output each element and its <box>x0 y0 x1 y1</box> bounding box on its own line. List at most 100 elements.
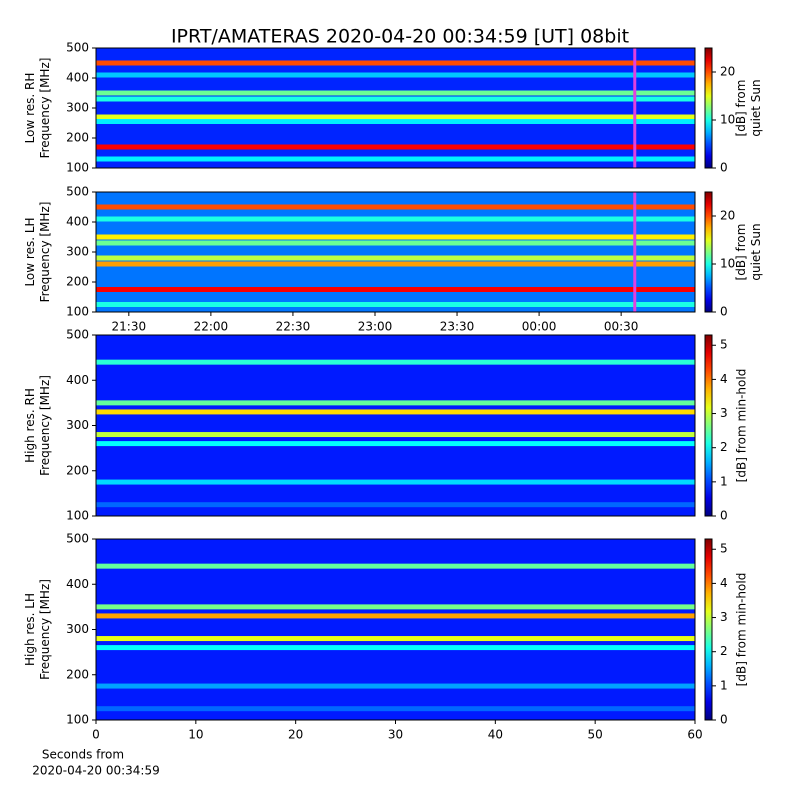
chart-title: IPRT/AMATERAS 2020-04-20 00:34:59 [UT] 0… <box>171 26 629 48</box>
emission-band <box>96 119 695 124</box>
y-tick-label: 100 <box>66 509 89 523</box>
colorbar-tick-label: 10 <box>720 113 735 127</box>
x-tick-label: 20 <box>288 728 303 742</box>
y-tick-label: 100 <box>66 161 89 175</box>
emission-band <box>96 563 695 569</box>
emission-band <box>96 359 695 365</box>
x-tick-label: 22:00 <box>194 320 229 334</box>
emission-band <box>96 636 695 642</box>
y-tick-label: 100 <box>66 305 89 319</box>
emission-band <box>96 441 695 447</box>
colorbar-tick-label: 5 <box>720 542 728 556</box>
emission-band <box>96 502 695 508</box>
emission-band <box>96 302 695 307</box>
colorbar-label: [dB] from <box>734 80 748 137</box>
y-tick-label: 500 <box>66 532 89 546</box>
colorbar <box>704 538 713 721</box>
x-tick-label: 0 <box>92 728 100 742</box>
y-tick-label: 500 <box>66 185 89 199</box>
y-axis-label: Frequency [MHz] <box>38 579 52 680</box>
colorbar-tick-label: 2 <box>720 440 728 454</box>
emission-band <box>96 706 695 712</box>
emission-band <box>96 479 695 485</box>
emission-band <box>96 90 695 96</box>
spectrogram-background <box>96 539 695 720</box>
y-tick-label: 400 <box>66 577 89 591</box>
colorbar-tick-label: 5 <box>720 338 728 352</box>
y-tick-label: 400 <box>66 71 89 85</box>
y-tick-label: 400 <box>66 373 89 387</box>
colorbar-tick-label: 1 <box>720 678 728 692</box>
spectrogram-background <box>96 335 695 516</box>
x-tick-label: 22:30 <box>276 320 311 334</box>
y-tick-label: 500 <box>66 41 89 55</box>
emission-band <box>96 60 695 66</box>
x-tick-label: 23:30 <box>440 320 475 334</box>
x-tick-label: 21:30 <box>112 320 147 334</box>
y-axis-label: High res. RH <box>23 388 37 463</box>
colorbar-tick-label: 4 <box>720 576 728 590</box>
emission-band <box>96 156 695 162</box>
x-axis-label: Seconds from <box>42 748 124 762</box>
x-tick-label: 40 <box>488 728 503 742</box>
y-tick-label: 500 <box>66 328 89 342</box>
colorbar-tick-label: 3 <box>720 610 728 624</box>
colorbar-tick-label: 10 <box>720 257 735 271</box>
colorbar-tick-label: 2 <box>720 644 728 658</box>
emission-band <box>96 409 695 415</box>
emission-band <box>96 432 695 438</box>
emission-band <box>96 216 695 222</box>
y-tick-label: 100 <box>66 713 89 727</box>
emission-band <box>96 114 695 120</box>
y-tick-label: 300 <box>66 418 89 432</box>
colorbar-tick-label: 4 <box>720 372 728 386</box>
x-tick-label: 10 <box>188 728 203 742</box>
y-tick-label: 200 <box>66 131 89 145</box>
y-axis-label: Frequency [MHz] <box>38 375 52 476</box>
emission-band <box>96 240 695 246</box>
y-tick-label: 200 <box>66 275 89 289</box>
y-tick-label: 300 <box>66 245 89 259</box>
colorbar-tick-label: 0 <box>720 305 728 319</box>
colorbar-label: [dB] from min-hold <box>735 369 749 483</box>
y-tick-label: 300 <box>66 101 89 115</box>
y-axis-label: Frequency [MHz] <box>38 202 52 303</box>
y-tick-label: 300 <box>66 622 89 636</box>
colorbar <box>704 191 713 313</box>
emission-band <box>96 613 695 619</box>
spectrogram-background <box>96 192 695 312</box>
x-tick-label: 00:00 <box>522 320 557 334</box>
colorbar-label: [dB] from min-hold <box>735 573 749 687</box>
emission-band <box>96 204 695 210</box>
x-tick-label: 30 <box>388 728 403 742</box>
emission-band <box>96 683 695 689</box>
emission-band <box>96 287 695 292</box>
spectrogram-background <box>96 48 695 168</box>
colorbar-tick-label: 20 <box>720 65 735 79</box>
emission-band <box>96 96 695 102</box>
x-tick-label: 50 <box>588 728 603 742</box>
colorbar <box>704 334 713 517</box>
colorbar-label: [dB] from <box>734 224 748 281</box>
colorbar-tick-label: 0 <box>720 509 728 523</box>
colorbar-tick-label: 0 <box>720 161 728 175</box>
emission-band <box>96 261 695 267</box>
emission-band <box>96 645 695 651</box>
colorbar-tick-label: 20 <box>720 209 735 223</box>
y-tick-label: 200 <box>66 463 89 477</box>
emission-band <box>96 72 695 78</box>
emission-band <box>96 604 695 610</box>
colorbar <box>704 47 713 169</box>
y-axis-label: Frequency [MHz] <box>38 58 52 159</box>
emission-band <box>96 144 695 150</box>
colorbar-label: quiet Sun <box>749 79 763 136</box>
colorbar-tick-label: 3 <box>720 406 728 420</box>
y-axis-label: Low res. LH <box>23 217 37 286</box>
x-tick-label: 23:00 <box>358 320 393 334</box>
emission-band <box>96 255 695 261</box>
emission-band <box>96 234 695 240</box>
y-axis-label: Low res. RH <box>23 73 37 144</box>
colorbar-tick-label: 0 <box>720 713 728 727</box>
x-axis-label: 2020-04-20 00:34:59 <box>32 764 159 778</box>
